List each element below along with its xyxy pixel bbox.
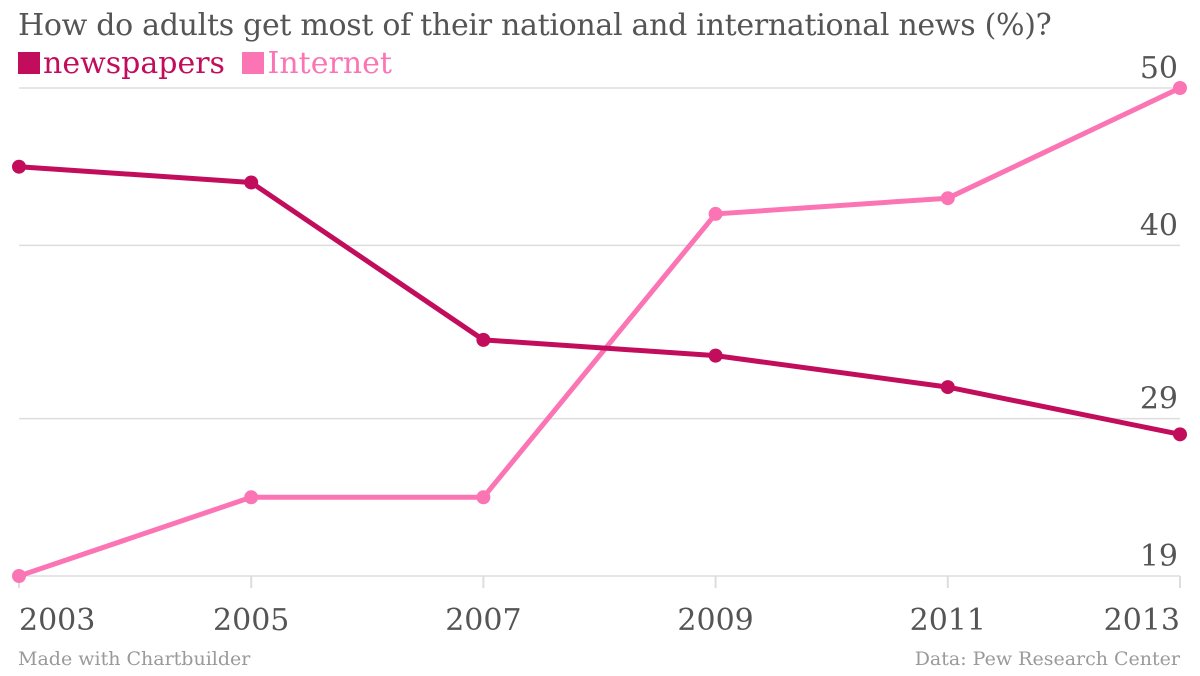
legend-item-newspapers: newspapers [18,46,225,81]
y-tick-label-40: 40 [1140,208,1178,243]
x-tick-label-2011: 2011 [910,603,986,638]
legend-label-internet: Internet [267,46,392,81]
legend: newspapers Internet [18,46,400,81]
x-tick-label-2005: 2005 [213,603,289,638]
y-tick-label-50: 50 [1140,51,1178,86]
point-internet-2005 [244,490,259,505]
point-newspapers-2003 [12,159,26,174]
chart-title: How do adults get most of their national… [18,8,1052,43]
x-tick-label-2007: 2007 [445,603,521,638]
footer-credit: Made with Chartbuilder [18,648,251,670]
legend-swatch-newspapers [18,52,40,74]
point-newspapers-2013 [1173,427,1187,442]
point-internet-2003 [12,569,26,583]
y-tick-label-19: 19 [1140,539,1178,574]
point-newspapers-2005 [244,175,259,190]
point-internet-2013 [1173,81,1187,95]
point-internet-2011 [940,191,955,206]
point-newspapers-2011 [940,380,955,395]
point-newspapers-2007 [476,332,491,347]
legend-item-internet: Internet [242,46,392,81]
x-tick-label-2003: 2003 [19,603,95,638]
series-line-internet [16,85,1183,579]
footer-source: Data: Pew Research Center [914,648,1180,670]
series-line-newspapers [16,164,1183,437]
legend-swatch-internet [242,52,265,74]
point-internet-2009 [708,206,723,221]
x-tick-label-2009: 2009 [677,603,753,638]
y-tick-label-29: 29 [1140,382,1178,417]
x-tick-label-2013: 2013 [1104,603,1180,638]
legend-label-newspapers: newspapers [43,46,225,81]
point-newspapers-2009 [708,348,723,363]
point-internet-2007 [476,490,491,505]
